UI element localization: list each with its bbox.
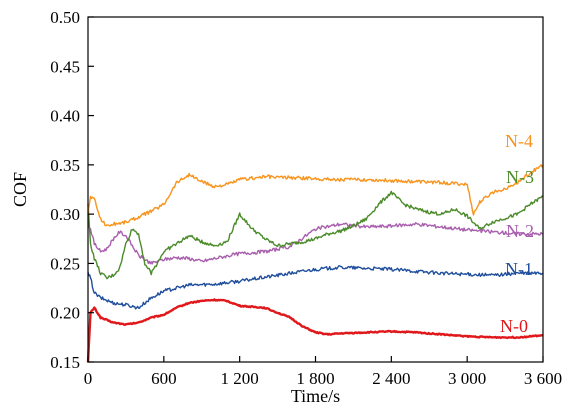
y-tick-label: 0.35: [50, 156, 80, 175]
series-label-n-3: N-3: [506, 167, 534, 187]
x-tick-label: 3 600: [524, 369, 562, 388]
x-tick-label: 1 800: [296, 369, 334, 388]
series-label-n-4: N-4: [505, 131, 533, 151]
series-line-n-4: [87, 164, 544, 227]
y-axis-title: COF: [10, 172, 30, 207]
y-tick-label: 0.50: [50, 8, 80, 27]
axes: 0.15 0.20 0.25 0.30 0.35 0.40 0.45 0.50 0 600 1 20…: [50, 8, 562, 388]
y-tick-label: 0.15: [50, 353, 80, 372]
x-tick-label: 600: [151, 369, 177, 388]
y-tick-label: 0.45: [50, 57, 80, 76]
plot-frame: [87, 16, 544, 363]
x-axis-title: Time/s: [291, 386, 340, 406]
y-tick-label: 0.30: [50, 205, 80, 224]
x-tick-label: 0: [84, 369, 93, 388]
series-label-n-1: N-1: [505, 259, 533, 279]
x-tick-label: 3 000: [448, 369, 486, 388]
x-tick-label: 2 400: [372, 369, 410, 388]
series-label-n-2: N-2: [506, 221, 534, 241]
y-tick-label: 0.20: [50, 304, 80, 323]
series-layer: [86, 164, 544, 363]
y-tick-label: 0.40: [50, 107, 80, 126]
series-line-n-3: [87, 190, 544, 280]
series-line-n-0: [86, 298, 544, 363]
series-label-n-0: N-0: [500, 316, 528, 336]
series-line-n-1: [87, 265, 544, 310]
y-tick-label: 0.25: [50, 254, 80, 273]
series-line-n-2: [87, 222, 544, 265]
x-tick-label: 1 200: [221, 369, 259, 388]
series-labels: N-0 N-1 N-2 N-3 N-4: [500, 131, 534, 336]
